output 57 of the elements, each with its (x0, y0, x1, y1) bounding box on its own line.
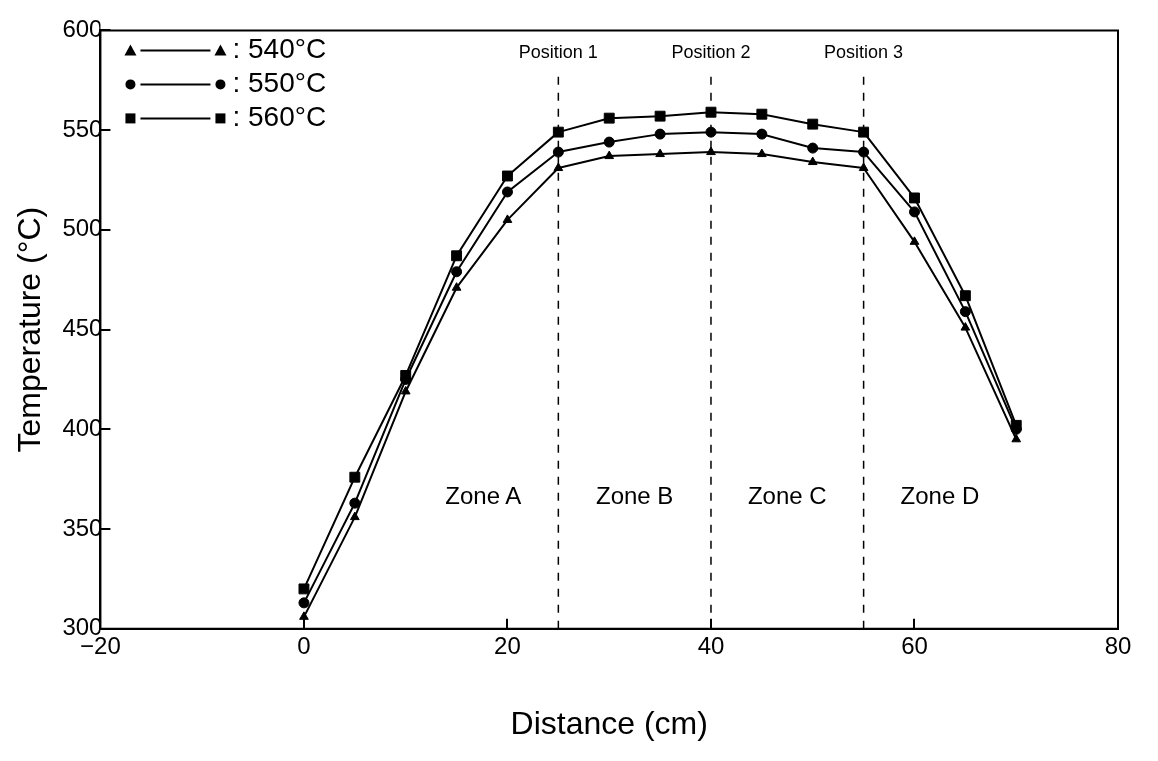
point (756, 108, 768, 120)
point (807, 142, 819, 154)
point (959, 290, 971, 302)
point (552, 146, 564, 158)
point (502, 214, 513, 223)
point (501, 186, 513, 198)
point (908, 206, 920, 218)
point (757, 148, 767, 158)
x-tick-label: 20 (494, 631, 521, 659)
annotation: Zone A (445, 481, 522, 509)
point (807, 118, 819, 130)
point (756, 128, 768, 140)
ref-line-label: Position 2 (671, 42, 751, 63)
point (1011, 433, 1022, 443)
legend-label: : 540°C (232, 33, 327, 65)
point (451, 250, 463, 262)
annotation: Zone C (747, 481, 827, 509)
point (349, 497, 361, 509)
point (858, 146, 870, 158)
point (298, 597, 310, 609)
annotation: Zone B (595, 481, 674, 509)
annotation: Zone D (900, 481, 980, 509)
ref-line-label: Position 1 (518, 42, 598, 63)
point (502, 170, 513, 182)
point (349, 471, 361, 483)
point (655, 148, 665, 158)
x-tick-label: 80 (1104, 631, 1132, 659)
point (959, 306, 971, 318)
point (400, 385, 411, 395)
point (603, 136, 615, 148)
point (858, 162, 869, 172)
x-axis-title: Distance (cm) (510, 704, 708, 741)
point (553, 162, 564, 172)
point (299, 611, 309, 620)
point (350, 511, 360, 521)
point (552, 126, 564, 138)
point (451, 266, 463, 278)
point (654, 128, 666, 140)
point (807, 156, 818, 166)
point (909, 236, 920, 245)
point (705, 106, 717, 118)
point (960, 322, 971, 331)
point (654, 110, 666, 122)
y-axis-title: Temperature (°C) (11, 206, 48, 453)
point (298, 583, 310, 595)
legend-label: : 560°C (232, 101, 327, 133)
x-tick-label: 0 (297, 631, 311, 659)
x-tick-label: 40 (697, 631, 725, 659)
point (604, 150, 615, 160)
ref-line-label: Position 3 (824, 42, 904, 63)
point (909, 192, 920, 204)
x-tick-label: 60 (901, 631, 928, 659)
point (858, 126, 870, 138)
point (706, 146, 716, 156)
point (451, 282, 462, 291)
point (603, 112, 615, 124)
legend-label: : 550°C (232, 67, 327, 99)
